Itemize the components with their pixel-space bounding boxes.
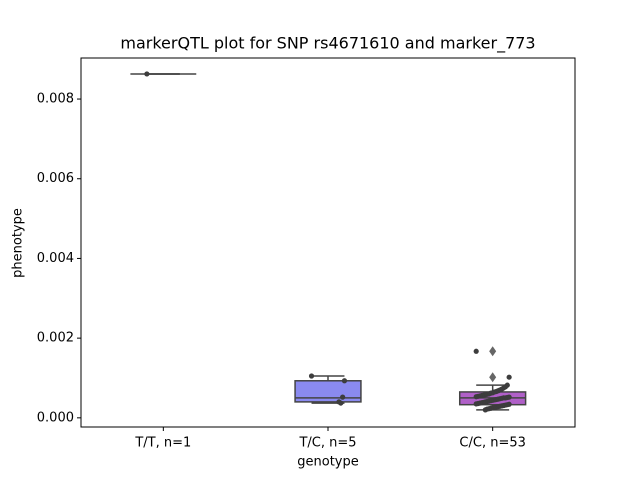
y-tick-label: 0.000 (37, 410, 74, 425)
x-tick-label: T/C, n=5 (298, 436, 356, 451)
x-tick-label: C/C, n=53 (459, 436, 525, 451)
flier (489, 346, 497, 357)
y-tick-label: 0.006 (37, 171, 74, 186)
x-axis-label: genotype (297, 455, 358, 470)
point (144, 71, 150, 77)
y-tick-label: 0.008 (37, 92, 74, 107)
point (341, 378, 348, 384)
point (506, 374, 512, 380)
flier (489, 372, 497, 383)
point (482, 407, 488, 413)
plot-frame (80, 57, 576, 428)
box (294, 380, 362, 403)
point (340, 394, 346, 400)
y-tick-label: 0.002 (37, 331, 74, 346)
y-tick-label: 0.004 (37, 251, 74, 266)
point (336, 399, 342, 405)
y-axis-label: phenotype (11, 208, 26, 278)
point (473, 394, 479, 400)
point (473, 401, 479, 407)
x-tick-label: T/T, n=1 (134, 436, 191, 451)
point (473, 348, 479, 354)
chart-title: markerQTL plot for SNP rs4671610 and mar… (120, 34, 535, 54)
point (308, 373, 315, 379)
